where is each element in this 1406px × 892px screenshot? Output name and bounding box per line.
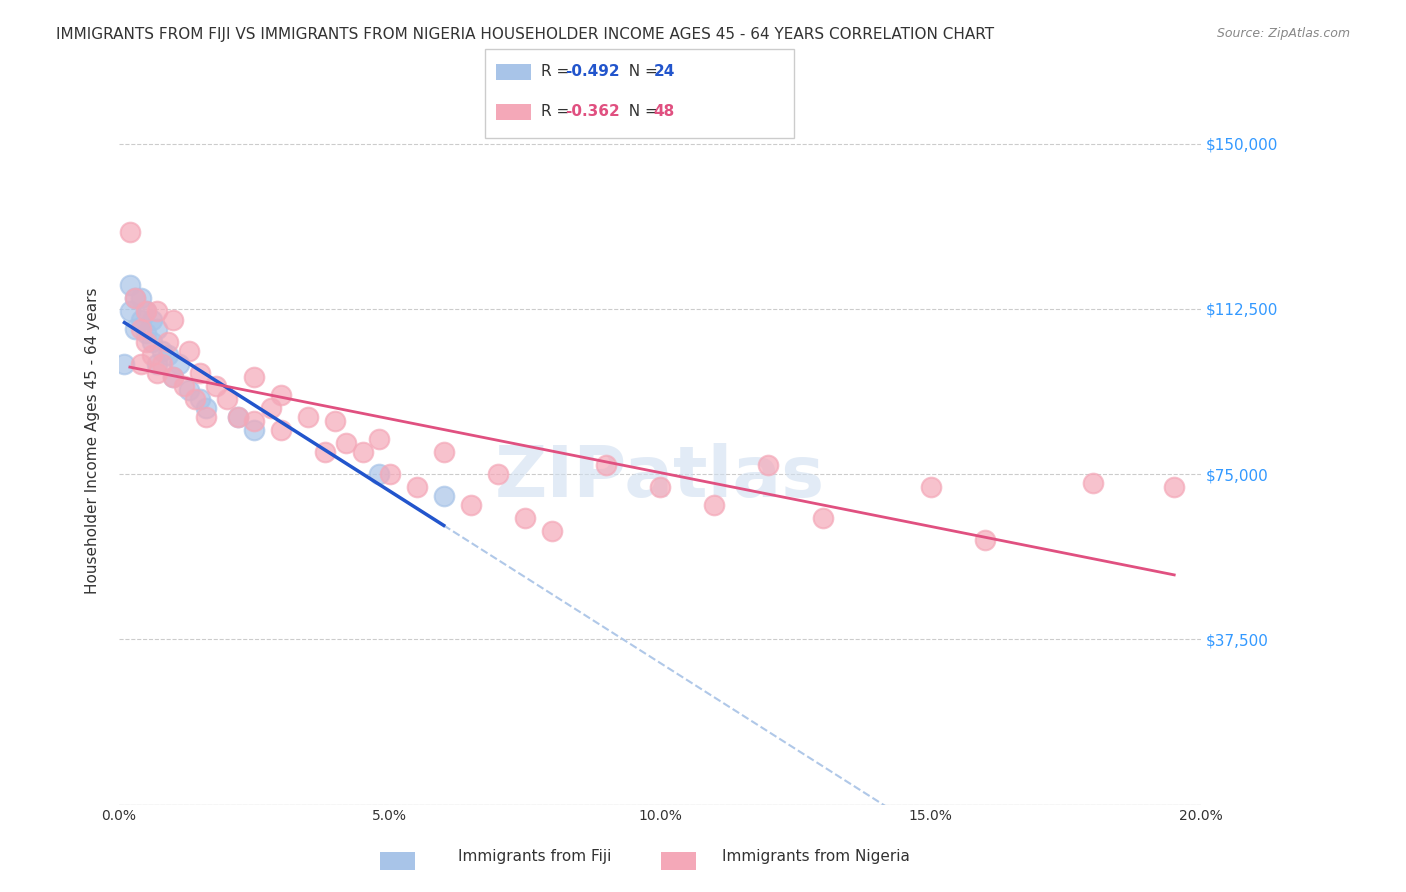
Point: [758, 458, 780, 473]
Text: R =: R =: [541, 64, 575, 78]
Point: [270, 423, 292, 437]
Point: [118, 304, 141, 318]
Point: [513, 511, 536, 525]
Point: [118, 277, 141, 292]
Point: [188, 366, 211, 380]
Point: [270, 388, 292, 402]
Point: [243, 370, 266, 384]
Point: [167, 357, 190, 371]
Point: [124, 291, 146, 305]
Point: [486, 467, 509, 481]
Point: [367, 432, 389, 446]
Point: [205, 379, 228, 393]
Point: [973, 533, 995, 548]
Point: [378, 467, 401, 481]
Point: [114, 357, 136, 371]
Point: [162, 313, 184, 327]
Point: [595, 458, 617, 473]
Point: [1081, 475, 1104, 490]
Point: [118, 225, 141, 239]
Point: [156, 348, 179, 362]
Point: [405, 480, 427, 494]
Point: [188, 392, 211, 406]
Point: [162, 370, 184, 384]
Point: [129, 313, 152, 327]
Point: [124, 321, 146, 335]
Text: -0.492: -0.492: [565, 64, 620, 78]
Point: [156, 334, 179, 349]
Text: Source: ZipAtlas.com: Source: ZipAtlas.com: [1216, 27, 1350, 40]
Point: [179, 384, 201, 398]
Point: [162, 370, 184, 384]
Point: [226, 409, 249, 424]
Point: [184, 392, 207, 406]
Point: [243, 414, 266, 428]
Point: [124, 291, 146, 305]
Point: [141, 334, 163, 349]
Point: [146, 321, 169, 335]
Point: [146, 304, 169, 318]
Point: [135, 334, 157, 349]
Text: N =: N =: [619, 64, 662, 78]
Point: [194, 401, 217, 415]
Point: [129, 357, 152, 371]
Text: ZIPatlas: ZIPatlas: [495, 443, 825, 512]
Point: [129, 321, 152, 335]
Point: [1163, 480, 1185, 494]
Point: [173, 379, 195, 393]
Point: [352, 445, 374, 459]
Point: [335, 436, 357, 450]
Point: [433, 489, 456, 503]
Text: Immigrants from Fiji: Immigrants from Fiji: [457, 849, 612, 863]
Point: [135, 326, 157, 340]
Text: 24: 24: [654, 64, 675, 78]
Point: [920, 480, 942, 494]
Point: [367, 467, 389, 481]
Point: [146, 357, 169, 371]
Point: [811, 511, 834, 525]
Point: [460, 498, 482, 512]
Point: [150, 357, 173, 371]
Point: [325, 414, 347, 428]
Point: [129, 291, 152, 305]
Point: [650, 480, 672, 494]
Point: [179, 343, 201, 358]
Point: [135, 304, 157, 318]
Point: [243, 423, 266, 437]
Point: [135, 304, 157, 318]
Point: [146, 366, 169, 380]
Point: [259, 401, 281, 415]
Text: R =: R =: [541, 104, 575, 119]
Point: [433, 445, 456, 459]
Point: [314, 445, 336, 459]
Point: [297, 409, 319, 424]
Point: [217, 392, 239, 406]
Point: [226, 409, 249, 424]
Point: [141, 348, 163, 362]
Point: [194, 409, 217, 424]
Point: [703, 498, 725, 512]
Text: Immigrants from Nigeria: Immigrants from Nigeria: [721, 849, 910, 863]
Text: N =: N =: [619, 104, 662, 119]
Point: [541, 524, 564, 539]
Text: IMMIGRANTS FROM FIJI VS IMMIGRANTS FROM NIGERIA HOUSEHOLDER INCOME AGES 45 - 64 : IMMIGRANTS FROM FIJI VS IMMIGRANTS FROM …: [56, 27, 994, 42]
Text: 48: 48: [654, 104, 675, 119]
Point: [141, 313, 163, 327]
Text: -0.362: -0.362: [565, 104, 620, 119]
Point: [150, 343, 173, 358]
Y-axis label: Householder Income Ages 45 - 64 years: Householder Income Ages 45 - 64 years: [86, 288, 100, 594]
